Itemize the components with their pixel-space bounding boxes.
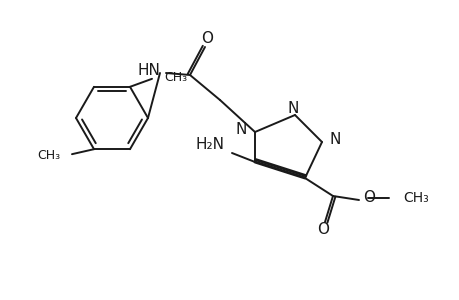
Text: O: O bbox=[316, 223, 328, 238]
Text: N: N bbox=[329, 131, 341, 146]
Text: O: O bbox=[362, 190, 374, 206]
Text: O: O bbox=[201, 31, 213, 46]
Text: CH₃: CH₃ bbox=[402, 191, 428, 205]
Text: CH₃: CH₃ bbox=[164, 71, 187, 84]
Text: HN: HN bbox=[137, 62, 160, 77]
Text: N: N bbox=[235, 122, 246, 136]
Text: H₂N: H₂N bbox=[196, 136, 224, 152]
Text: CH₃: CH₃ bbox=[37, 149, 60, 162]
Text: N: N bbox=[287, 100, 298, 116]
